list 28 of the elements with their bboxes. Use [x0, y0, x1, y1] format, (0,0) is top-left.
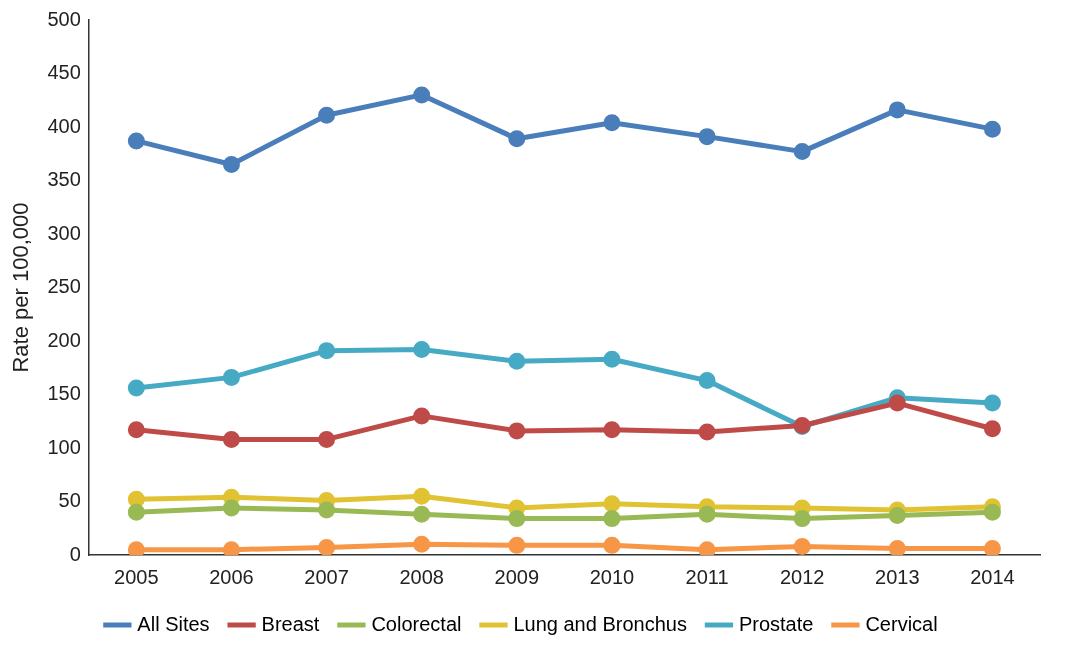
x-tick-label: 2007 — [304, 565, 349, 588]
legend-label: Lung and Bronchus — [513, 612, 687, 635]
y-tick-label: 50 — [58, 489, 81, 512]
legend-label: Colorectal — [371, 612, 462, 635]
y-tick-label: 300 — [47, 221, 81, 244]
y-tick-label: 400 — [47, 114, 81, 137]
x-tick-label: 2005 — [114, 565, 159, 588]
legend-label: Cervical — [865, 612, 938, 635]
x-tick-label: 2006 — [209, 565, 254, 588]
x-tick-label: 2009 — [494, 565, 540, 588]
x-tick-label: 2014 — [970, 565, 1015, 588]
legend-label: All Sites — [137, 612, 210, 635]
y-tick-label: 200 — [47, 328, 81, 351]
x-tick-label: 2010 — [589, 565, 635, 588]
y-axis-title: Rate per 100,000 — [8, 202, 34, 373]
y-tick-label: 250 — [47, 275, 81, 298]
y-tick-label: 150 — [47, 382, 81, 405]
legend-label: Breast — [261, 612, 320, 635]
x-tick-label: 2013 — [875, 565, 920, 588]
x-tick-label: 2008 — [399, 565, 444, 588]
y-tick-label: 0 — [69, 542, 81, 565]
legend-label: Prostate — [738, 612, 814, 635]
y-tick-label: 450 — [47, 61, 81, 84]
y-tick-label: 100 — [47, 435, 81, 458]
y-tick-label: 350 — [47, 168, 81, 191]
x-tick-label: 2012 — [779, 565, 825, 588]
x-tick-label: 2011 — [685, 565, 729, 588]
y-tick-label: 500 — [47, 7, 81, 30]
